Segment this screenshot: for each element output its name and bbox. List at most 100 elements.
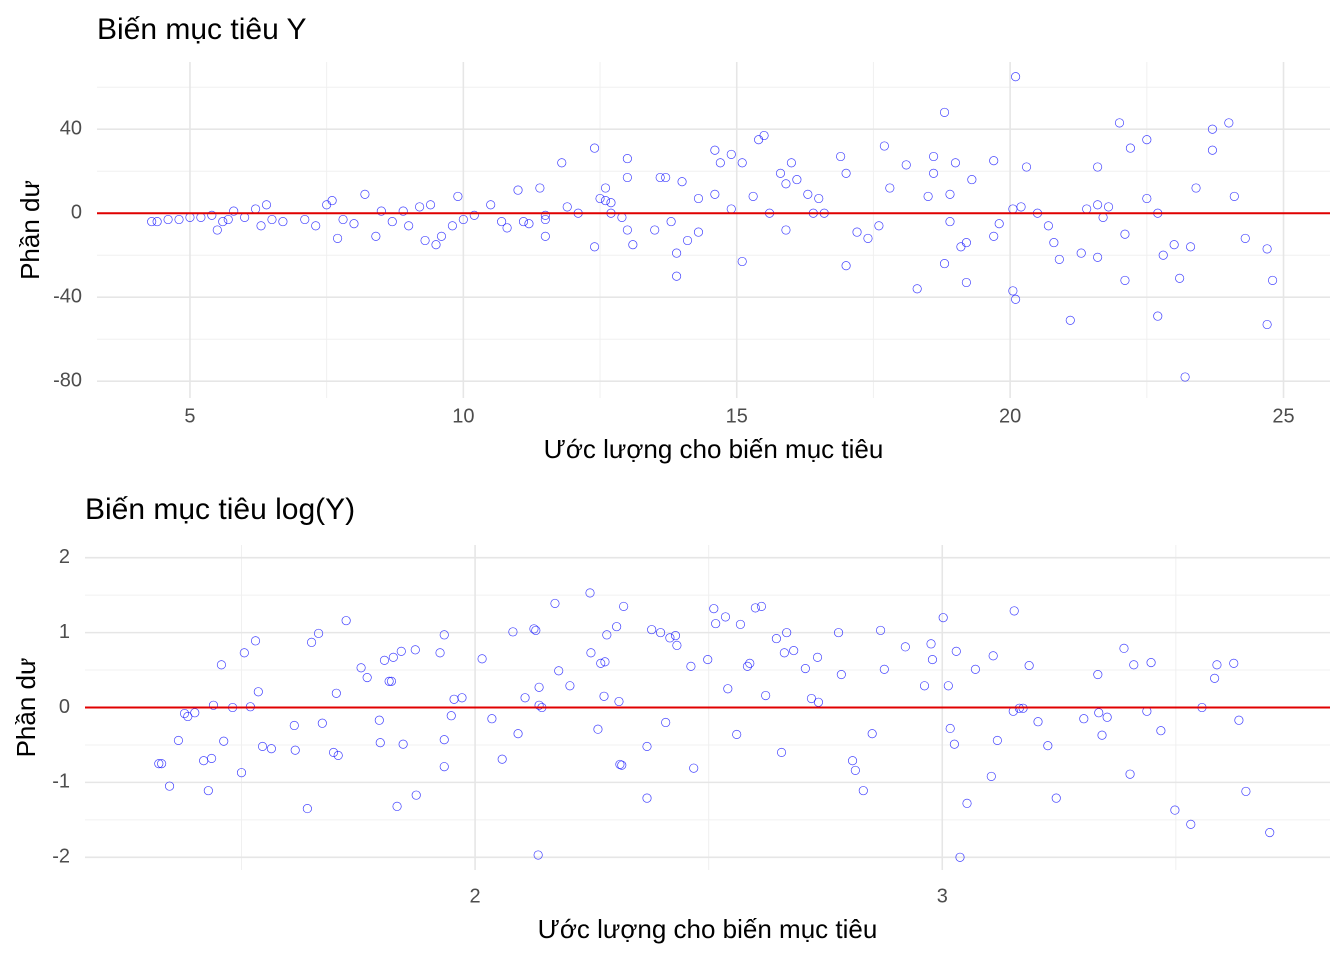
point: [1098, 212, 1108, 222]
point: [183, 711, 193, 722]
point: [236, 768, 247, 778]
point: [836, 151, 846, 162]
point: [1158, 250, 1168, 260]
point: [360, 189, 370, 199]
point: [988, 651, 998, 661]
point: [617, 760, 627, 770]
point: [970, 664, 980, 674]
point: [1207, 124, 1217, 134]
point: [986, 771, 996, 781]
point: [557, 158, 567, 168]
y-tick-label: 1: [59, 621, 70, 643]
point: [1093, 200, 1103, 210]
point: [333, 233, 343, 243]
point: [803, 189, 813, 199]
point: [1033, 717, 1043, 727]
point: [415, 202, 425, 212]
point: [710, 189, 720, 199]
point: [508, 627, 518, 637]
point: [622, 154, 632, 164]
point: [951, 646, 961, 656]
x-tick-label: 10: [452, 405, 474, 427]
point: [1125, 769, 1135, 779]
point: [152, 217, 162, 227]
point: [756, 601, 767, 611]
point: [333, 750, 343, 760]
point: [453, 191, 463, 201]
point: [1008, 286, 1018, 296]
point: [1016, 202, 1026, 212]
point: [1262, 319, 1272, 330]
point: [737, 158, 747, 168]
point: [290, 745, 300, 755]
point: [362, 672, 372, 683]
point: [1054, 254, 1064, 264]
point: [1011, 72, 1021, 82]
point: [619, 601, 629, 611]
y-tick-label: -2: [52, 846, 70, 868]
point: [216, 660, 226, 670]
point: [207, 210, 217, 220]
point: [848, 756, 858, 766]
point: [1094, 708, 1104, 718]
point: [218, 217, 228, 227]
point: [174, 214, 184, 225]
point: [223, 214, 233, 225]
point: [876, 625, 886, 635]
point: [486, 200, 496, 210]
y-tick-label: -40: [53, 285, 82, 307]
point: [1234, 715, 1244, 725]
point: [686, 661, 696, 671]
point: [759, 130, 769, 141]
point: [943, 681, 953, 691]
point: [622, 225, 632, 235]
point: [867, 729, 877, 739]
x-tick-label: 20: [999, 405, 1021, 427]
point: [1142, 135, 1152, 145]
point: [420, 235, 430, 246]
y-tick-label: -1: [52, 771, 70, 793]
point: [1119, 643, 1129, 653]
y-tick-label: 0: [71, 201, 82, 223]
point: [967, 175, 977, 185]
point: [469, 210, 479, 220]
point: [858, 786, 868, 796]
point: [1212, 660, 1222, 670]
point: [812, 652, 823, 662]
y-axis-title: Phần dư: [11, 658, 41, 758]
point: [540, 231, 550, 241]
point: [585, 588, 595, 598]
point: [1191, 183, 1201, 193]
point: [754, 135, 764, 145]
chart: -2 -1 0 1 2 2 3 Biến mục tiêu log(Y) Ước lượng c…: [11, 493, 1330, 944]
point: [1104, 202, 1114, 212]
point: [599, 691, 609, 701]
point: [207, 753, 217, 763]
point: [647, 625, 657, 635]
point: [600, 196, 611, 206]
point: [1146, 658, 1156, 668]
point: [307, 637, 317, 647]
point: [929, 168, 939, 178]
point: [165, 781, 175, 791]
point: [590, 143, 600, 153]
point: [179, 708, 190, 719]
point: [1120, 275, 1130, 285]
point: [435, 648, 445, 658]
point: [1082, 204, 1092, 214]
point: [497, 217, 507, 227]
point: [693, 227, 704, 237]
point: [513, 185, 523, 195]
point: [449, 694, 459, 704]
point: [655, 172, 665, 183]
point: [614, 696, 624, 707]
point: [666, 217, 676, 227]
point: [524, 219, 534, 229]
point: [250, 636, 261, 646]
point: [665, 633, 675, 643]
point: [939, 107, 950, 117]
point: [190, 708, 200, 718]
point: [1093, 252, 1103, 262]
point: [425, 200, 436, 210]
point: [833, 628, 844, 638]
